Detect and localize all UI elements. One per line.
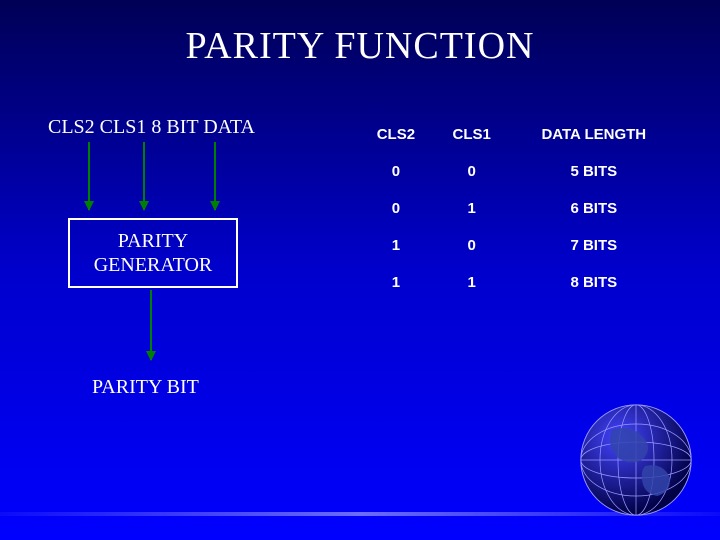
parity-generator-box: PARITY GENERATOR: [68, 218, 238, 288]
table-cell: 6 BITS: [510, 190, 678, 227]
table-row: 1 1 8 BITS: [358, 264, 678, 301]
globe-icon: [576, 400, 696, 520]
table-cell: 8 BITS: [510, 264, 678, 301]
table-cell: 1: [358, 227, 434, 264]
table-cell: 5 BITS: [510, 153, 678, 190]
box-label-line2: GENERATOR: [94, 253, 213, 277]
table-header-row: CLS2 CLS1 DATA LENGTH: [358, 116, 678, 153]
table-header: DATA LENGTH: [510, 116, 678, 153]
data-length-table: CLS2 CLS1 DATA LENGTH 0 0 5 BITS 0 1 6 B…: [358, 116, 678, 301]
input-arrow-data: [214, 142, 216, 210]
diagram-output-label: PARITY BIT: [92, 376, 199, 399]
box-label-line1: PARITY: [118, 229, 188, 253]
table-cell: 0: [434, 153, 510, 190]
table-cell: 7 BITS: [510, 227, 678, 264]
page-title: PARITY FUNCTION: [0, 0, 720, 68]
output-arrow: [150, 290, 152, 360]
diagram-inputs-label: CLS2 CLS1 8 BIT DATA: [48, 116, 255, 139]
input-arrow-cls2: [88, 142, 90, 210]
input-arrow-cls1: [143, 142, 145, 210]
table-cell: 0: [358, 190, 434, 227]
table-cell: 1: [434, 190, 510, 227]
table-cell: 1: [358, 264, 434, 301]
table-header: CLS2: [358, 116, 434, 153]
parity-diagram: CLS2 CLS1 8 BIT DATA PARITY GENERATOR PA…: [48, 116, 348, 301]
table-cell: 0: [434, 227, 510, 264]
table-cell: 0: [358, 153, 434, 190]
content-area: CLS2 CLS1 8 BIT DATA PARITY GENERATOR PA…: [0, 68, 720, 301]
table-row: 0 1 6 BITS: [358, 190, 678, 227]
table-header: CLS1: [434, 116, 510, 153]
table-cell: 1: [434, 264, 510, 301]
table-row: 1 0 7 BITS: [358, 227, 678, 264]
table-row: 0 0 5 BITS: [358, 153, 678, 190]
